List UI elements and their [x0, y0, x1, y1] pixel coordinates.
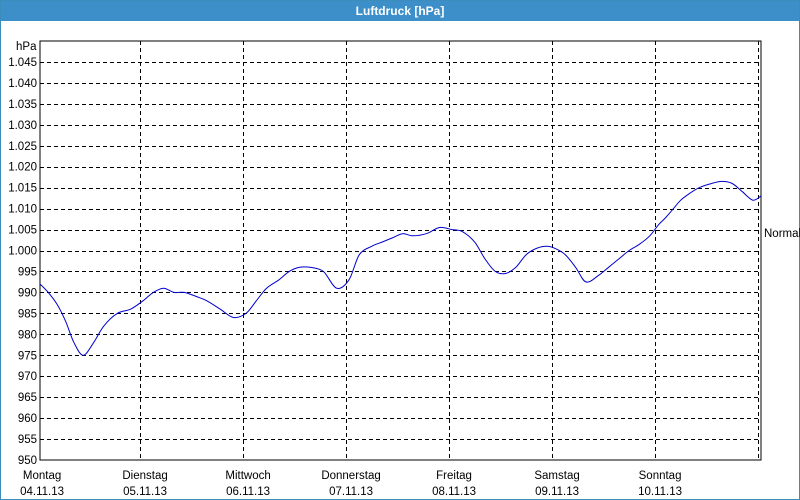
y-tick-label: 1.040 — [8, 78, 37, 90]
y-tick-label: 1.025 — [8, 141, 37, 153]
y-tick-label: 960 — [18, 413, 37, 425]
pressure-series-line — [39, 180, 762, 356]
x-tick-day-label: Freitag — [436, 470, 472, 482]
annotations: Normal — [764, 228, 800, 240]
y-axis-unit-label: hPa — [16, 41, 37, 53]
y-tick-label: 970 — [18, 371, 37, 383]
y-tick-label: 1.010 — [8, 204, 37, 216]
x-tick-date-label: 06.11.13 — [226, 486, 270, 498]
normal-reference-label: Normal — [764, 228, 800, 240]
y-tick-label: 955 — [18, 434, 37, 446]
grid-lines — [40, 41, 761, 460]
x-tick-day-label: Montag — [23, 470, 61, 482]
y-tick-label: 1.015 — [8, 183, 37, 195]
y-axis: hPa 1.045 1.040 1.035 1.030 1.025 1.020 1.015 1.… — [8, 41, 37, 467]
x-tick-date-label: 08.11.13 — [432, 486, 476, 498]
x-tick-date-label: 04.11.13 — [20, 486, 64, 498]
series-group — [39, 180, 762, 356]
y-tick-label: 980 — [18, 329, 37, 341]
x-tick-date-label: 09.11.13 — [535, 486, 579, 498]
y-tick-label: 995 — [18, 266, 37, 278]
y-tick-label: 985 — [18, 308, 37, 320]
y-tick-label: 1.045 — [8, 57, 37, 69]
x-tick-day-label: Sonntag — [639, 470, 682, 482]
y-tick-label: 965 — [18, 392, 37, 404]
y-tick-label: 990 — [18, 287, 37, 299]
x-tick-day-label: Mittwoch — [225, 470, 270, 482]
y-tick-label: 1.000 — [8, 246, 37, 258]
y-tick-label: 1.020 — [8, 162, 37, 174]
x-tick-day-label: Donnerstag — [321, 470, 380, 482]
x-axis: Montag 04.11.13 Dienstag 05.11.13 Mittwoch 06… — [20, 470, 682, 498]
x-tick-day-label: Samstag — [534, 470, 579, 482]
y-tick-label: 950 — [18, 455, 37, 467]
x-tick-date-label: 10.11.13 — [638, 486, 682, 498]
y-tick-label: 975 — [18, 350, 37, 362]
x-tick-day-label: Dienstag — [122, 470, 167, 482]
chart-title: Luftdruck [hPa] — [1, 1, 799, 21]
y-tick-label: 1.035 — [8, 99, 37, 111]
y-tick-label: 1.030 — [8, 120, 37, 132]
x-tick-date-label: 05.11.13 — [123, 486, 167, 498]
plot-area — [39, 40, 762, 461]
y-tick-label: 1.005 — [8, 225, 37, 237]
x-tick-date-label: 07.11.13 — [329, 486, 373, 498]
